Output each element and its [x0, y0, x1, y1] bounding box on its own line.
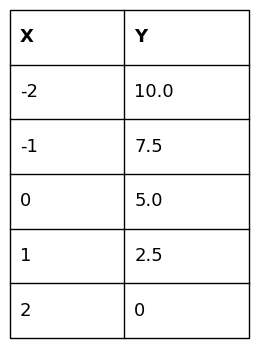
- Text: 0: 0: [134, 302, 146, 320]
- Text: 10.0: 10.0: [134, 83, 174, 101]
- Text: 7.5: 7.5: [134, 138, 163, 156]
- Text: 0: 0: [20, 192, 31, 210]
- Text: 2.5: 2.5: [134, 247, 163, 265]
- Text: 2: 2: [20, 302, 32, 320]
- Text: Y: Y: [134, 28, 147, 46]
- Text: 5.0: 5.0: [134, 192, 163, 210]
- Text: -2: -2: [20, 83, 38, 101]
- Text: X: X: [20, 28, 34, 46]
- Text: -1: -1: [20, 138, 38, 156]
- Text: 1: 1: [20, 247, 31, 265]
